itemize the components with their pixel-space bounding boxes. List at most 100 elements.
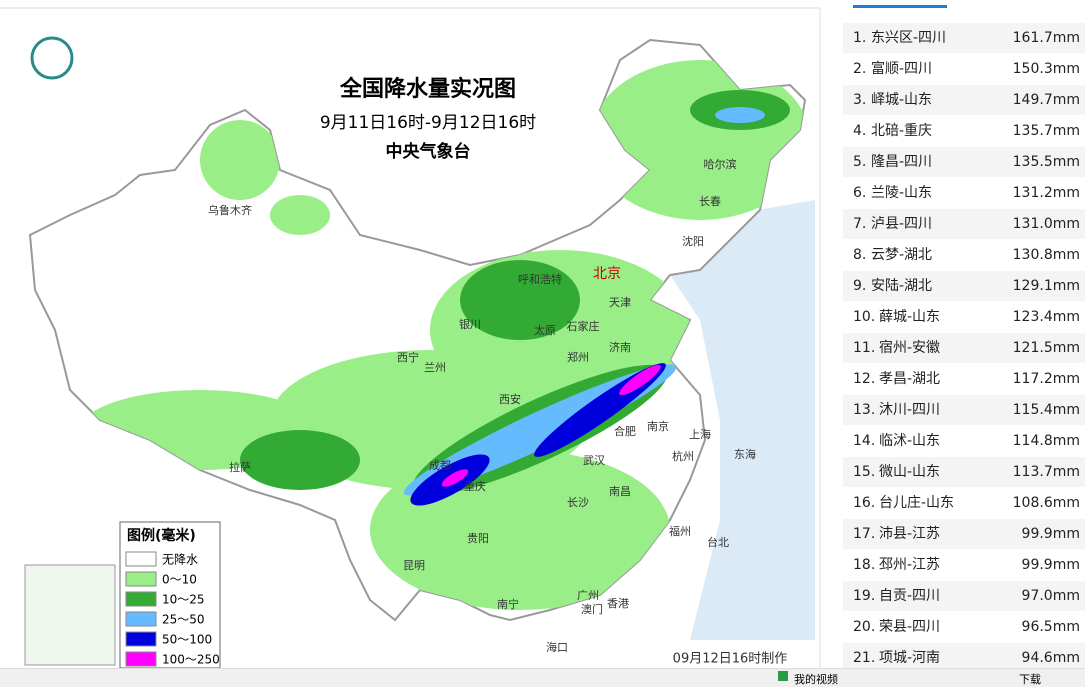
ranking-place: 孝昌-湖北	[879, 371, 941, 387]
ranking-row[interactable]: 19. 自贡-四川 97.0mm	[843, 581, 1085, 611]
city-label: 重庆	[464, 479, 486, 493]
legend-swatch	[125, 591, 157, 607]
ranking-row[interactable]: 2. 富顺-四川 150.3mm	[843, 54, 1085, 84]
city-label: 长沙	[567, 496, 589, 509]
ranking-rank: 20.	[853, 619, 876, 635]
city-label: 台北	[707, 535, 729, 549]
ranking-rank: 7.	[853, 216, 867, 232]
ranking-amount: 131.2mm	[1012, 185, 1080, 201]
legend-title: 图例(毫米)	[127, 527, 196, 544]
ranking-row[interactable]: 15. 微山-山东 113.7mm	[843, 457, 1085, 487]
legend-swatch	[125, 631, 157, 647]
ranking-amount: 113.7mm	[1012, 464, 1080, 480]
ranking-amount: 150.3mm	[1012, 61, 1080, 77]
ranking-place: 峄城-山东	[871, 92, 933, 108]
city-label: 石家庄	[567, 319, 600, 333]
city-label: 长春	[699, 195, 721, 208]
ranking-row[interactable]: 5. 隆昌-四川 135.5mm	[843, 147, 1085, 177]
ranking-rank: 6.	[853, 185, 867, 201]
ranking-rank: 2.	[853, 61, 867, 77]
ranking-place: 北碚-重庆	[871, 123, 933, 139]
ranking-rank: 1.	[853, 30, 867, 46]
ranking-place: 东兴区-四川	[871, 30, 947, 46]
city-label: 福州	[669, 524, 691, 538]
ranking-row[interactable]: 18. 邳州-江苏 99.9mm	[843, 550, 1085, 580]
city-label: 南宁	[497, 597, 519, 611]
legend-swatch	[125, 551, 157, 567]
ranking-amount: 135.5mm	[1012, 154, 1080, 170]
ranking-place: 台儿庄-山东	[879, 495, 955, 511]
city-label: 太原	[534, 324, 556, 337]
ranking-place: 沐川-四川	[879, 402, 941, 418]
legend-label: 100～250	[162, 653, 220, 667]
ranking-row[interactable]: 4. 北碚-重庆 135.7mm	[843, 116, 1085, 146]
ranking-rank: 9.	[853, 278, 867, 294]
ranking-row[interactable]: 13. 沐川-四川 115.4mm	[843, 395, 1085, 425]
city-label: 西安	[499, 392, 521, 406]
city-label: 乌鲁木齐	[208, 203, 252, 217]
ranking-place: 微山-山东	[879, 464, 941, 480]
ranking-amount: 99.9mm	[1021, 526, 1080, 542]
video-icon	[778, 671, 788, 681]
logo	[30, 36, 74, 80]
ranking-row[interactable]: 9. 安陆-湖北 129.1mm	[843, 271, 1085, 301]
toolbar: 我的视频 下载	[0, 668, 1085, 687]
ranking-place: 兰陵-山东	[871, 185, 933, 201]
legend-label: 10～25	[162, 593, 205, 607]
inset	[24, 564, 116, 666]
my-videos[interactable]: 我的视频	[794, 673, 838, 686]
ranking-row[interactable]: 3. 峄城-山东 149.7mm	[843, 85, 1085, 115]
city-label: 郑州	[567, 350, 589, 364]
map-panel: 全国降水量实况图 9月11日16时-9月12日16时 中央气象台 乌鲁木齐呼和浩…	[0, 7, 821, 668]
ranking-row[interactable]: 11. 宿州-安徽 121.5mm	[843, 333, 1085, 363]
ranking-rank: 12.	[853, 371, 876, 387]
map-agency: 中央气象台	[386, 141, 471, 162]
ranking-amount: 121.5mm	[1012, 340, 1080, 356]
city-label: 昆明	[403, 559, 425, 572]
city-label: 沈阳	[682, 234, 704, 248]
ranking-row[interactable]: 6. 兰陵-山东 131.2mm	[843, 178, 1085, 208]
ranking-row[interactable]: 14. 临沭-山东 114.8mm	[843, 426, 1085, 456]
rain-areas	[80, 60, 805, 610]
ranking-place: 隆昌-四川	[871, 154, 933, 170]
city-label: 银川	[459, 317, 481, 331]
ranking-list: 1. 东兴区-四川 161.7mm 2. 富顺-四川 150.3mm 3. 峄城-山东 149.…	[843, 0, 1085, 673]
city-label: 南京	[647, 419, 669, 433]
ranking-amount: 97.0mm	[1021, 588, 1080, 604]
ranking-row[interactable]: 17. 沛县-江苏 99.9mm	[843, 519, 1085, 549]
legend-label: 25～50	[162, 613, 205, 627]
ranking-place: 自贡-四川	[879, 588, 941, 604]
ranking-place: 沛县-江苏	[879, 526, 941, 542]
city-label: 武汉	[583, 454, 605, 467]
ranking-amount: 149.7mm	[1012, 92, 1080, 108]
city-label: 东海	[734, 447, 756, 461]
ranking-row[interactable]: 12. 孝昌-湖北 117.2mm	[843, 364, 1085, 394]
ranking-row[interactable]: 1. 东兴区-四川 161.7mm	[843, 23, 1085, 53]
ranking-rank: 11.	[853, 340, 876, 356]
ranking-amount: 131.0mm	[1012, 216, 1080, 232]
city-label: 济南	[609, 340, 631, 354]
ranking-row[interactable]: 20. 荣县-四川 96.5mm	[843, 612, 1085, 642]
city-label: 合肥	[614, 424, 636, 438]
ranking-rank: 14.	[853, 433, 876, 449]
ranking-amount: 130.8mm	[1012, 247, 1080, 263]
ranking-rank: 16.	[853, 495, 876, 511]
legend-label: 0～10	[162, 573, 197, 587]
ranking-row[interactable]: 7. 泸县-四川 131.0mm	[843, 209, 1085, 239]
ranking-rank: 4.	[853, 123, 867, 139]
city-label: 杭州	[672, 449, 694, 463]
ranking-amount: 135.7mm	[1012, 123, 1080, 139]
city-label: 澳门	[581, 602, 603, 616]
ranking-amount: 123.4mm	[1012, 309, 1080, 325]
ranking-amount: 99.9mm	[1021, 557, 1080, 573]
ranking-row[interactable]: 8. 云梦-湖北 130.8mm	[843, 240, 1085, 270]
ranking-place: 荣县-四川	[879, 619, 941, 635]
download[interactable]: 下载	[1019, 673, 1041, 686]
ranking-place: 泸县-四川	[871, 216, 933, 232]
ranking-row[interactable]: 16. 台儿庄-山东 108.6mm	[843, 488, 1085, 518]
ranking-rank: 21.	[853, 650, 876, 666]
ranking-row[interactable]: 10. 薛城-山东 123.4mm	[843, 302, 1085, 332]
ranking-rank: 10.	[853, 309, 876, 325]
ranking-place: 临沭-山东	[879, 433, 941, 449]
